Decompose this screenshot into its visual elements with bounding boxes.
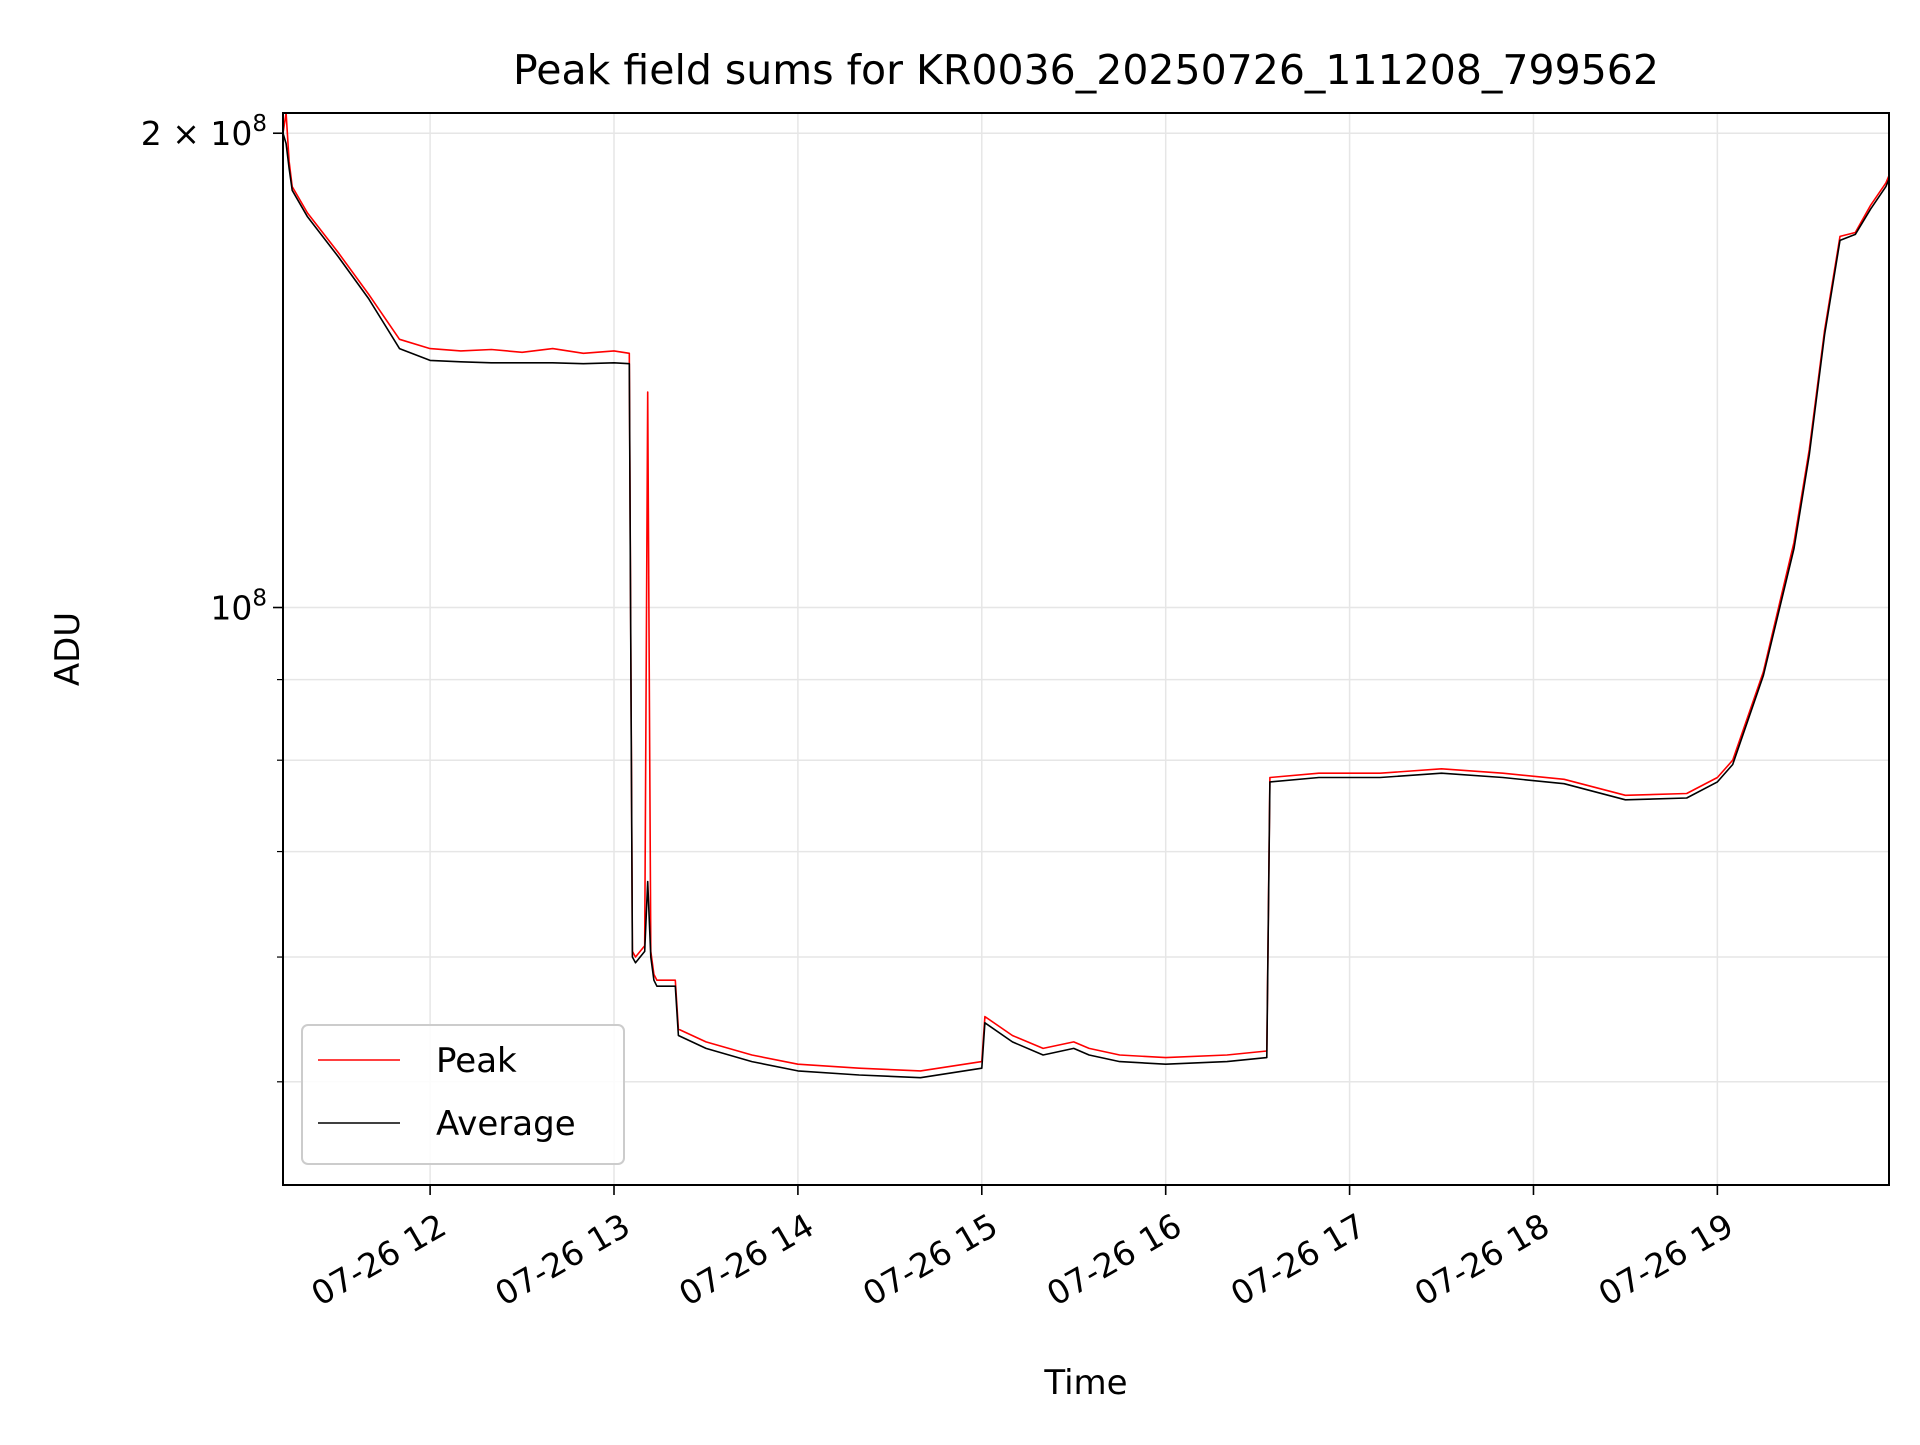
chart-title: Peak field sums for KR0036_20250726_1112… (513, 46, 1659, 94)
legend-label-peak: Peak (436, 1041, 517, 1081)
series-layer (282, 112, 1890, 1079)
x-axis-label: Time (1043, 1363, 1127, 1403)
series-line-average (282, 132, 1890, 1079)
series-line-peak (282, 112, 1890, 1072)
x-tick-label: 07-26 14 (672, 1206, 820, 1314)
plot-frame (282, 112, 1890, 1186)
y-tick-label: 108 (210, 586, 267, 628)
x-tick-label: 07-26 17 (1224, 1206, 1372, 1314)
x-tick-label: 07-26 19 (1592, 1206, 1740, 1314)
y-tick-exponent: 8 (252, 586, 267, 612)
y-axis-label: ADU (48, 612, 88, 686)
x-tick-label: 07-26 15 (856, 1206, 1004, 1314)
legend-label-average: Average (436, 1104, 576, 1144)
y-tick-exponent: 8 (252, 111, 267, 137)
x-tick-label: 07-26 18 (1408, 1206, 1556, 1314)
y-tick-base: 10 (210, 589, 252, 628)
x-tick-label: 07-26 16 (1040, 1206, 1188, 1314)
legend: Peak Average (301, 1024, 625, 1165)
y-tick-label: 2 × 108 (141, 111, 267, 153)
x-tick-label: 07-26 13 (488, 1206, 636, 1314)
y-tick-base: 2 × 10 (141, 114, 253, 153)
x-tick-label: 07-26 12 (305, 1206, 453, 1314)
